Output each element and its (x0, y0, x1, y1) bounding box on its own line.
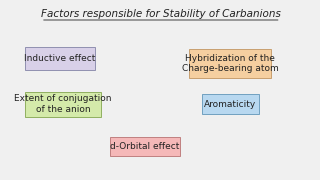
Text: Extent of conjugation
of the anion: Extent of conjugation of the anion (14, 94, 112, 114)
FancyBboxPatch shape (25, 47, 94, 70)
FancyBboxPatch shape (189, 49, 271, 78)
Text: Hybridization of the
Charge-bearing atom: Hybridization of the Charge-bearing atom (182, 54, 279, 73)
FancyBboxPatch shape (25, 92, 101, 117)
Text: d-Orbital effect: d-Orbital effect (110, 142, 180, 151)
FancyBboxPatch shape (110, 137, 180, 156)
Text: Aromaticity: Aromaticity (204, 100, 256, 109)
Text: Inductive effect: Inductive effect (24, 54, 95, 63)
Text: Factors responsible for Stability of Carbanions: Factors responsible for Stability of Car… (41, 9, 281, 19)
FancyBboxPatch shape (202, 94, 259, 114)
